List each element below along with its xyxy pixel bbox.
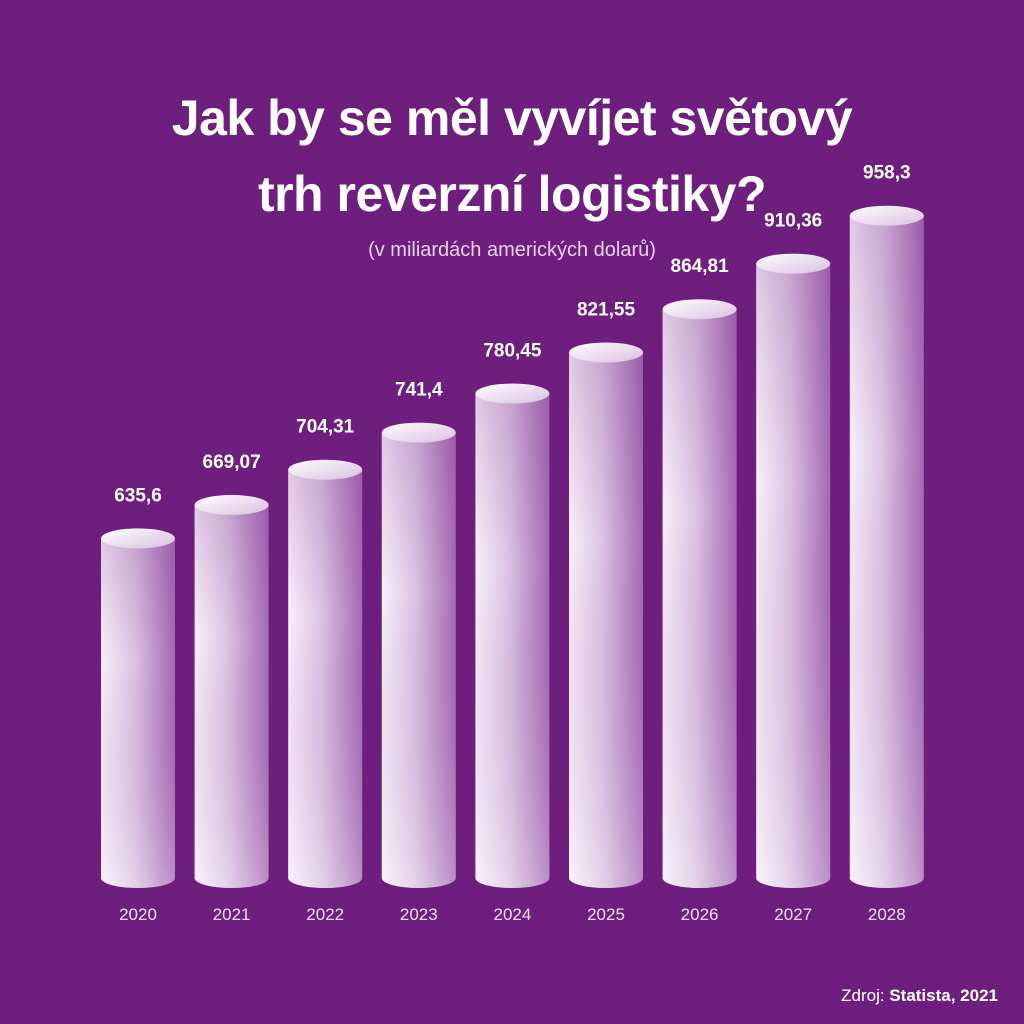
bar-2024: [475, 383, 550, 888]
bar-shade: [194, 504, 269, 888]
bar-2023: [381, 422, 456, 888]
bar-top: [569, 342, 643, 363]
bar-shade: [662, 309, 737, 888]
category-label-2020: 2020: [119, 905, 157, 924]
bar-2026: [662, 299, 737, 888]
bar-top: [475, 383, 550, 404]
value-label-2026: 864,81: [671, 256, 730, 277]
value-label-2025: 821,55: [577, 299, 636, 320]
bar-top: [101, 528, 175, 549]
bar-top: [381, 422, 456, 443]
value-label-2022: 704,31: [296, 417, 355, 438]
bar-shade: [569, 352, 643, 888]
value-label-2027: 910,36: [764, 211, 822, 232]
bar-2022: [288, 459, 363, 888]
category-label-2024: 2024: [493, 905, 531, 924]
bar-shade: [849, 215, 924, 888]
value-label-2028: 958,3: [863, 163, 911, 184]
bar-top: [662, 299, 737, 320]
value-label-2023: 741,4: [395, 380, 443, 401]
value-label-2020: 635,6: [114, 485, 162, 506]
category-label-2022: 2022: [306, 905, 344, 924]
source-note: Zdroj: Statista, 2021: [841, 984, 998, 1008]
category-label-2027: 2027: [774, 905, 812, 924]
bar-top: [849, 205, 924, 226]
category-label-2021: 2021: [213, 905, 251, 924]
bar-2025: [569, 342, 643, 888]
category-label-2023: 2023: [400, 905, 438, 924]
bar-2028: [849, 205, 924, 888]
bar-top: [756, 253, 831, 274]
bars-group: 635,6 2020 669,07 2021 704,31 2022 741,4 2023 78…: [101, 163, 924, 924]
chart-subtitle: (v miliardách amerických dolarů): [368, 239, 656, 261]
bar-2020: [101, 528, 175, 888]
value-label-2021: 669,07: [203, 452, 261, 473]
chart-title-line-1: Jak by se měl vyvíjet světový: [171, 90, 853, 146]
bar-2027: [756, 253, 831, 888]
bar-2021: [194, 494, 269, 888]
bar-top: [194, 494, 269, 515]
source-prefix: Zdroj:: [841, 986, 890, 1005]
bar-shade: [381, 432, 456, 888]
chart-title-line-2: trh reverzní logistiky?: [257, 166, 767, 222]
source-name: Statista, 2021: [889, 986, 998, 1005]
bar-top: [288, 459, 363, 480]
value-label-2024: 780,45: [483, 341, 542, 362]
category-label-2028: 2028: [868, 905, 906, 924]
bar-shade: [288, 469, 363, 888]
bar-shade: [101, 538, 175, 888]
category-label-2025: 2025: [587, 905, 625, 924]
bar-shade: [756, 263, 831, 888]
category-label-2026: 2026: [681, 905, 719, 924]
bar-shade: [475, 393, 550, 888]
